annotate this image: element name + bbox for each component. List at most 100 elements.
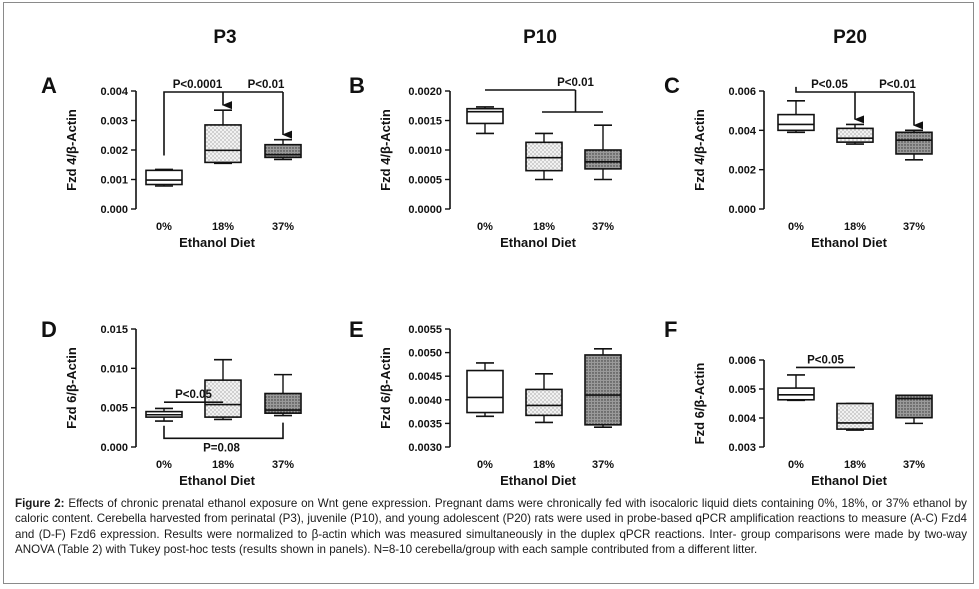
panel-letter: B: [349, 73, 365, 98]
y-tick-label: 0.006: [728, 86, 756, 98]
panels-group: A 0.000 0.001 0.002 0.003 0.004 Fzd 4/β-Actin 0…: [41, 73, 933, 488]
x-tick-label: 0%: [788, 459, 804, 471]
pvalue-label: P<0.05: [811, 79, 848, 91]
y-tick-label: 0.004: [100, 86, 128, 98]
x-tick-label: 18%: [212, 221, 234, 233]
box-iqr: [777, 113, 815, 132]
significance-annotations: P<0.0001 P<0.01: [163, 79, 292, 156]
panel-c: C 0.000 0.002 0.004 0.006 Fzd 4/β-Actin 0% 18% 3…: [664, 73, 933, 250]
y-tick-label: 0.000: [728, 204, 756, 216]
caption-label: Figure 2:: [15, 497, 65, 510]
y-tick-label: 0.001: [100, 175, 128, 187]
bracket-line: [163, 91, 283, 156]
panel-letter: C: [664, 73, 680, 98]
x-tick-label: 37%: [272, 459, 294, 471]
y-tick-label: 0.010: [100, 363, 128, 375]
x-tick-label: 37%: [592, 221, 614, 233]
box-0pct: [466, 362, 504, 418]
x-tick-label: 0%: [156, 459, 172, 471]
y-tick-label: 0.0055: [408, 324, 442, 336]
x-tick-label: 18%: [533, 459, 555, 471]
y-tick-label: 0.0000: [408, 204, 442, 216]
box-0pct: [466, 106, 504, 135]
y-tick-label: 0.0040: [408, 395, 442, 407]
y-tick-label: 0.006: [728, 355, 756, 367]
y-tick-label: 0.0010: [408, 145, 442, 157]
pvalue-label: P<0.01: [557, 77, 594, 89]
pvalue-label: P<0.01: [879, 79, 916, 91]
box-iqr: [145, 169, 183, 186]
y-tick-label: 0.0045: [408, 371, 442, 383]
y-tick-label: 0.004: [728, 413, 756, 425]
pvalue-label: P<0.01: [248, 79, 285, 91]
x-tick-label: 0%: [477, 221, 493, 233]
box-iqr: [264, 392, 302, 414]
box-iqr: [895, 394, 933, 419]
box-iqr: [584, 354, 622, 426]
significance-annotations: P<0.01: [485, 77, 603, 113]
y-axis-label: Fzd 6/β-Actin: [64, 347, 79, 429]
y-tick-label: 0.005: [100, 403, 128, 415]
y-axis-label: Fzd 6/β-Actin: [692, 363, 707, 445]
x-tick-label: 37%: [272, 221, 294, 233]
panel-letter: D: [41, 317, 57, 342]
figure-caption: Figure 2: Effects of chronic prenatal et…: [15, 496, 967, 558]
y-tick-label: 0.0050: [408, 348, 442, 360]
x-tick-label: 0%: [788, 221, 804, 233]
box-iqr: [525, 141, 563, 172]
x-axis-label: Ethanol Diet: [500, 473, 577, 488]
box-iqr: [836, 127, 874, 143]
box-0pct: [145, 168, 183, 187]
x-tick-label: 37%: [592, 459, 614, 471]
y-tick-label: 0.0035: [408, 418, 442, 430]
y-tick-label: 0.000: [100, 442, 128, 454]
x-axis-label: Ethanol Diet: [811, 473, 888, 488]
y-tick-label: 0.015: [100, 324, 128, 336]
column-title-p3: P3: [213, 27, 236, 48]
box-37pct: [584, 348, 622, 428]
x-tick-label: 37%: [903, 221, 925, 233]
x-tick-label: 18%: [844, 459, 866, 471]
box-iqr: [895, 131, 933, 155]
y-tick-label: 0.0015: [408, 116, 442, 128]
box-0pct: [145, 407, 183, 422]
y-tick-label: 0.003: [728, 442, 756, 454]
box-iqr: [525, 388, 563, 417]
y-tick-label: 0.005: [728, 384, 756, 396]
y-tick-label: 0.002: [100, 145, 128, 157]
box-18pct: [204, 358, 242, 421]
panel-letter: E: [349, 317, 364, 342]
y-tick-label: 0.004: [728, 125, 756, 137]
box-iqr: [584, 149, 622, 170]
column-title-p20: P20: [833, 27, 867, 48]
y-tick-label: 0.003: [100, 116, 128, 128]
y-axis-label: Fzd 6/β-Actin: [378, 347, 393, 429]
significance-annotations: P<0.05 P<0.01: [795, 79, 923, 130]
x-tick-label: 0%: [156, 221, 172, 233]
figure-canvas: P3 P10 P20 A 0.000 0.001 0.002 0.003 0.004 Fzd…: [41, 27, 933, 488]
y-tick-label: 0.002: [728, 165, 756, 177]
y-tick-label: 0.0005: [408, 175, 442, 187]
x-axis-label: Ethanol Diet: [179, 473, 256, 488]
box-0pct: [777, 100, 815, 134]
figure-frame: P3 P10 P20 A 0.000 0.001 0.002 0.003 0.004 Fzd…: [3, 2, 974, 584]
pvalue-label: P=0.08: [203, 442, 240, 454]
y-axis-label: Fzd 4/β-Actin: [692, 109, 707, 191]
box-iqr: [466, 369, 504, 414]
x-tick-label: 0%: [477, 459, 493, 471]
y-tick-label: 0.000: [100, 204, 128, 216]
box-37pct: [895, 129, 933, 161]
panel-b: B 0.0000 0.0005 0.0010 0.0015 0.0020 Fzd 4/β-A…: [349, 73, 622, 250]
box-18pct: [836, 123, 874, 145]
x-tick-label: 18%: [844, 221, 866, 233]
column-title-p10: P10: [523, 27, 557, 48]
box-37pct: [264, 373, 302, 417]
box-0pct: [777, 374, 815, 402]
x-tick-label: 18%: [533, 221, 555, 233]
y-tick-label: 0.0030: [408, 442, 442, 454]
box-18pct: [836, 402, 874, 431]
panel-e: E 0.0030 0.0035 0.0040 0.0045 0.0050 0.0055 Fzd…: [349, 317, 622, 488]
box-18pct: [204, 109, 242, 165]
pvalue-label: P<0.05: [175, 389, 212, 401]
y-axis-label: Fzd 4/β-Actin: [378, 109, 393, 191]
